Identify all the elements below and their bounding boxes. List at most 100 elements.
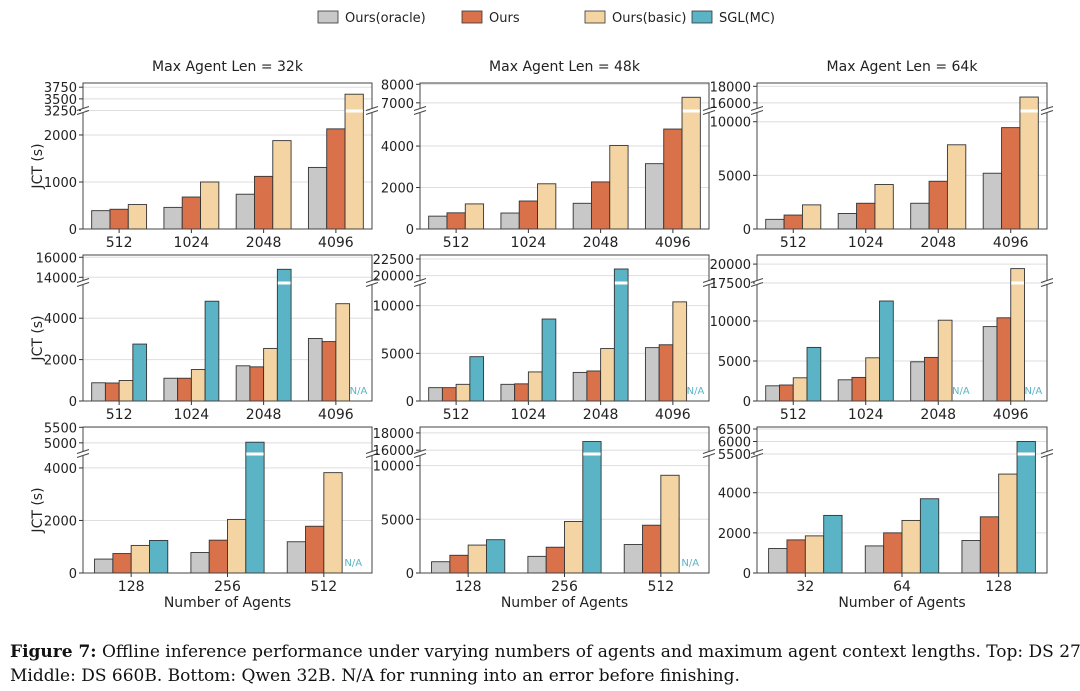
x-tick-label: 4096 xyxy=(993,407,1029,423)
bar xyxy=(235,193,255,230)
axis-break-gap xyxy=(755,452,759,456)
na-label: N/A xyxy=(350,386,368,397)
bar xyxy=(441,387,457,402)
axes-frame xyxy=(419,254,710,402)
y-tick-label: 0 xyxy=(406,567,414,582)
bar xyxy=(204,300,220,402)
y-tick-label: 0 xyxy=(743,567,751,582)
axis-break-mark xyxy=(365,106,379,111)
y-tick-label: 17500 xyxy=(710,277,751,292)
axis-break-mark xyxy=(365,278,379,283)
x-tick-label: 512 xyxy=(310,579,337,595)
x-axis-label: Number of Agents xyxy=(501,595,628,611)
legend-item: Ours(basic) xyxy=(584,10,686,26)
axis-break-mark xyxy=(365,453,379,458)
figure-caption: Figure 7: Offline inference performance … xyxy=(10,640,1080,688)
x-tick-label: 4096 xyxy=(318,407,354,423)
axis-break-mark xyxy=(750,453,764,458)
y-tick-label: 4000 xyxy=(44,462,77,477)
x-tick-label: 512 xyxy=(106,407,133,423)
axis-break-gap xyxy=(370,281,374,285)
y-axis-label: JCT (s) xyxy=(30,487,46,533)
bar xyxy=(112,553,132,574)
bar xyxy=(783,214,803,230)
x-tick-label: 2048 xyxy=(920,235,956,251)
y-tick-label: 2000 xyxy=(44,354,77,369)
bar xyxy=(564,520,584,574)
subplot-title: Max Agent Len = 64k xyxy=(827,59,979,75)
y-tick-label: 2000 xyxy=(44,129,77,144)
axis-break-gap xyxy=(277,281,291,285)
axis-break-gap xyxy=(418,109,422,113)
legend-label: Ours(basic) xyxy=(612,11,686,26)
y-tick-label: 5000 xyxy=(381,347,414,362)
y-tick-label: 4000 xyxy=(718,487,751,502)
bar xyxy=(227,518,247,574)
x-tick-label: 1024 xyxy=(848,407,884,423)
x-tick-label: 2048 xyxy=(920,407,956,423)
y-tick-label: 2000 xyxy=(718,527,751,542)
y-tick-label: 0 xyxy=(69,567,77,582)
y-tick-label: 4000 xyxy=(44,312,77,327)
bar xyxy=(321,341,337,402)
axis-break-mark xyxy=(750,282,764,287)
na-label: N/A xyxy=(952,386,970,397)
axis-break-mark xyxy=(413,449,427,454)
bar xyxy=(804,535,825,574)
bar xyxy=(1010,268,1025,402)
bar xyxy=(527,555,547,574)
x-tick-label: 4096 xyxy=(318,235,354,251)
axes-frame xyxy=(82,254,373,402)
bar xyxy=(541,318,557,402)
bar xyxy=(623,544,643,574)
bar xyxy=(856,202,876,230)
bar xyxy=(672,301,688,402)
bar xyxy=(109,208,129,230)
bar xyxy=(344,93,364,230)
bar xyxy=(609,144,629,230)
bar xyxy=(307,338,323,402)
bar xyxy=(572,371,588,402)
na-label: N/A xyxy=(344,558,362,569)
y-tick-label: 10000 xyxy=(710,315,751,330)
bar xyxy=(163,206,183,230)
na-label: N/A xyxy=(681,558,699,569)
axis-break-gap xyxy=(755,109,759,113)
bar xyxy=(572,202,592,230)
y-tick-label: 18000 xyxy=(710,80,751,95)
y-tick-label: 7000 xyxy=(381,97,414,112)
caption-line-2: Middle: DS 660B. Bottom: Qwen 32B. N/A f… xyxy=(10,666,740,686)
bar xyxy=(149,539,169,574)
bar xyxy=(181,196,201,230)
legend-item: Ours xyxy=(461,10,520,26)
bar xyxy=(307,166,328,230)
bar xyxy=(467,544,487,574)
axis-break-mark xyxy=(76,106,90,111)
axis-break-gap xyxy=(583,452,601,456)
axis-break-mark xyxy=(750,278,764,283)
x-tick-label: 1024 xyxy=(511,235,547,251)
axis-break-gap xyxy=(707,281,711,285)
x-tick-label: 128 xyxy=(118,579,145,595)
bar xyxy=(323,472,343,574)
axis-break-mark xyxy=(1040,449,1054,454)
axis-break-gap xyxy=(614,281,628,285)
bar xyxy=(658,344,674,402)
bar xyxy=(837,212,858,230)
x-tick-label: 1024 xyxy=(174,407,210,423)
axis-break-gap xyxy=(81,281,85,285)
axis-break-mark xyxy=(702,449,716,454)
bar xyxy=(235,365,251,402)
axis-break-mark xyxy=(1040,278,1054,283)
x-tick-label: 2048 xyxy=(583,407,619,423)
na-label: N/A xyxy=(687,386,705,397)
x-tick-label: 256 xyxy=(551,579,578,595)
bar xyxy=(527,371,543,402)
axis-break-mark xyxy=(1040,110,1054,115)
bar xyxy=(998,473,1018,574)
bar xyxy=(600,348,615,402)
bar xyxy=(946,144,967,230)
y-tick-label: 8000 xyxy=(381,78,414,93)
y-tick-label: 20000 xyxy=(710,258,751,273)
bar xyxy=(865,357,880,402)
